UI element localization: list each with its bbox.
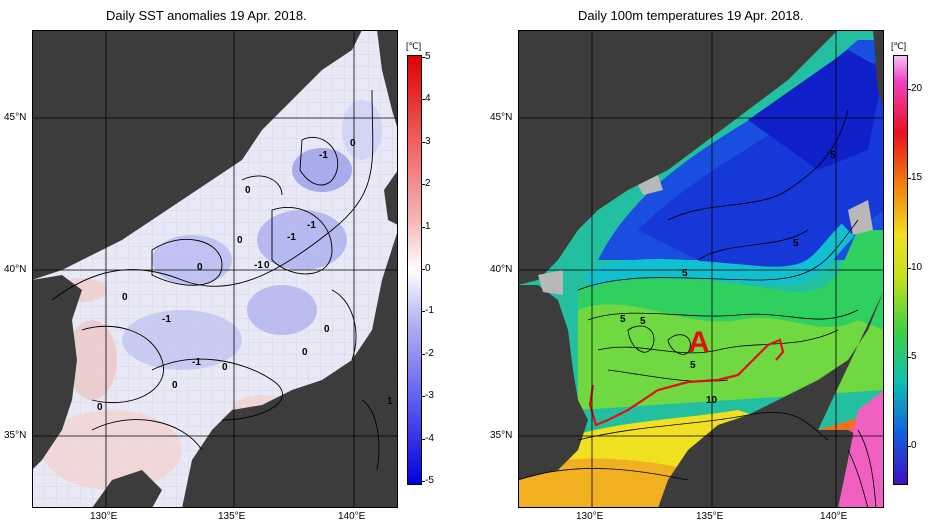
colorbar-tick-label: 10 (911, 261, 923, 273)
temperature-colorbar (893, 55, 908, 485)
colorbar-tick-mark (907, 89, 911, 90)
colorbar-tick-mark (421, 226, 425, 228)
colorbar-tick-label: -5 (425, 475, 434, 486)
colorbar-tick-mark (421, 184, 425, 186)
right-colorbar-unit: [℃] (891, 41, 907, 51)
sst-anomaly-map: -1 0 0 -1 0 0 0 -1 0 -1 -1 0 0 -1 0 0 -1… (32, 30, 398, 508)
annotation-label-a: A (688, 326, 710, 359)
colorbar-tick-mark (907, 178, 911, 180)
colorbar-tick-mark (907, 267, 911, 269)
contour-label: 5 (682, 268, 688, 279)
contour-label: 0 (172, 380, 178, 391)
colorbar-tick-mark (421, 438, 425, 440)
colorbar-tick-mark (907, 446, 911, 447)
colorbar-tick-label: -4 (425, 432, 434, 444)
colorbar-tick-label: 4 (425, 93, 431, 105)
colorbar-tick-label: 5 (425, 51, 431, 62)
contour-label: 0 (264, 260, 270, 271)
lon-label-130e: 130°E (576, 511, 604, 522)
contour-label: 5 (830, 150, 836, 161)
contour-label: 0 (97, 402, 103, 413)
colorbar-tick-mark (421, 396, 425, 398)
contour-label: -1 (254, 260, 263, 271)
colorbar-tick-mark (421, 311, 425, 313)
colorbar-tick-label: -3 (425, 390, 434, 402)
right-panel-title: Daily 100m temperatures 19 Apr. 2018. (578, 8, 804, 23)
colorbar-tick-label: 2 (425, 178, 431, 190)
contour-label: 1 (387, 396, 393, 407)
contour-label: 5 (793, 238, 799, 249)
contour-label: -1 (162, 314, 171, 325)
colorbar-tick-mark (421, 353, 425, 355)
contour-label: 0 (324, 324, 330, 335)
colorbar-tick-label: 1 (425, 220, 431, 232)
lat-label-35n: 35°N (490, 430, 513, 441)
lat-label-40n: 40°N (4, 264, 27, 275)
lon-label-130e: 130°E (90, 511, 118, 522)
contour-label: 5 (620, 314, 626, 325)
contour-label: 0 (197, 262, 203, 273)
lon-label-135e: 135°E (218, 511, 246, 522)
contour-label: 0 (350, 138, 356, 149)
left-panel-title: Daily SST anomalies 19 Apr. 2018. (106, 8, 307, 23)
colorbar-tick-mark (421, 269, 425, 270)
contour-label: 0 (122, 292, 128, 303)
lon-label-135e: 135°E (696, 511, 724, 522)
colorbar-tick-mark (421, 141, 425, 143)
contour-label: 0 (245, 185, 251, 196)
colorbar-tick-mark (421, 481, 425, 482)
colorbar-tick-label: -2 (425, 347, 434, 359)
contour-label: 5 (690, 360, 696, 371)
contour-label: -1 (319, 150, 328, 161)
colorbar-tick-label: -1 (425, 305, 434, 317)
colorbar-tick-label: 15 (911, 172, 923, 184)
contour-label: 0 (222, 362, 228, 373)
lat-label-45n: 45°N (4, 112, 27, 123)
contour-label: -1 (307, 220, 316, 231)
left-colorbar-unit: [℃] (406, 41, 422, 51)
temperature-100m-map: 5 5 5 5 5 5 10 A (518, 30, 884, 508)
lat-label-45n: 45°N (490, 112, 513, 123)
colorbar-tick-label: 0 (911, 440, 917, 451)
colorbar-tick-mark (421, 99, 425, 101)
colorbar-tick-label: 3 (425, 135, 431, 147)
contour-label: 0 (302, 347, 308, 358)
contour-label: 5 (640, 316, 646, 327)
lat-label-40n: 40°N (490, 264, 513, 275)
colorbar-tick-label: 20 (911, 83, 923, 94)
lon-label-140e: 140°E (820, 511, 848, 522)
colorbar-tick-mark (907, 356, 911, 358)
colorbar-tick-mark (421, 57, 425, 58)
contour-label: 0 (237, 235, 243, 246)
contour-label: -1 (287, 232, 296, 243)
lat-label-35n: 35°N (4, 430, 27, 441)
lon-label-140e: 140°E (338, 511, 366, 522)
colorbar-tick-label: 0 (425, 263, 431, 274)
sst-anomaly-colorbar (407, 55, 422, 485)
contour-label: -1 (192, 357, 201, 368)
colorbar-tick-label: 5 (911, 350, 917, 362)
